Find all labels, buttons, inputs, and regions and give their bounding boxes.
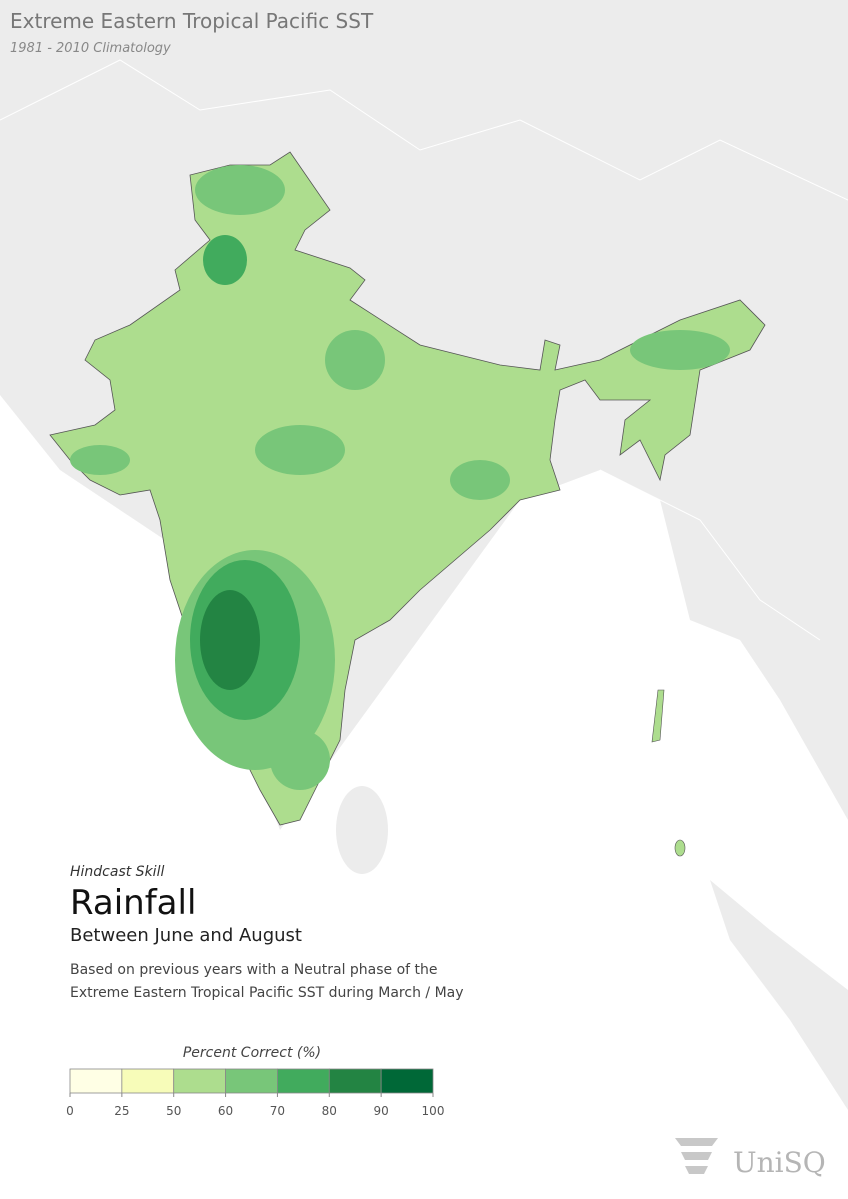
sea <box>0 395 848 1199</box>
legend-tick-label: 25 <box>114 1104 129 1118</box>
skill-shading <box>70 165 730 790</box>
legend-tick-label: 100 <box>422 1104 445 1118</box>
map-subtitle: 1981 - 2010 Climatology <box>10 41 171 56</box>
panel-period: Between June and August <box>70 925 302 946</box>
legend-tick-label: 90 <box>374 1104 389 1118</box>
logo-mark <box>675 1138 718 1174</box>
sri-lanka <box>336 786 388 874</box>
panel-description: Based on previous years with a Neutral p… <box>70 962 438 978</box>
legend-swatch <box>69 1068 123 1094</box>
legend-swatch <box>173 1068 226 1094</box>
legend: 0 25 50 60 70 80 90 100 <box>66 1068 445 1118</box>
legend-title: Percent Correct (%) <box>183 1045 321 1061</box>
andaman-islands <box>651 689 665 743</box>
legend-swatch <box>225 1068 278 1094</box>
legend-swatch <box>328 1068 382 1094</box>
borders <box>0 59 848 641</box>
panel-kicker: Hindcast Skill <box>70 864 164 880</box>
map-title: Extreme Eastern Tropical Pacific SST <box>10 9 374 33</box>
panel-title: Rainfall <box>70 883 196 923</box>
legend-tick-label: 70 <box>270 1104 285 1118</box>
panel-description: Extreme Eastern Tropical Pacific SST dur… <box>70 985 464 1001</box>
nicobar-islands <box>674 839 686 857</box>
legend-swatch <box>277 1068 330 1094</box>
legend-tick-label: 80 <box>322 1104 337 1118</box>
legend-tick-label: 0 <box>66 1104 74 1118</box>
logo-text: UniSQ <box>733 1146 826 1179</box>
legend-tick-label: 60 <box>218 1104 233 1118</box>
legend-swatch <box>121 1068 175 1094</box>
sumatra <box>710 880 848 1110</box>
legend-swatch <box>380 1068 434 1094</box>
legend-tick-label: 50 <box>166 1104 181 1118</box>
